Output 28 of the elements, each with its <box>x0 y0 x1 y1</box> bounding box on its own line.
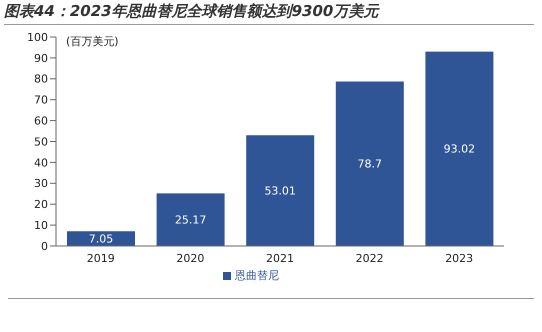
bar <box>425 52 494 246</box>
data-label: 53.01 <box>264 184 296 198</box>
chart-title: 图表44：2023年恩曲替尼全球销售额达到9300万美元 <box>4 2 534 25</box>
y-tick-label: 40 <box>34 156 48 170</box>
x-tick-label: 2022 <box>356 252 384 265</box>
bar <box>246 135 314 246</box>
x-tick-label: 2019 <box>86 252 115 265</box>
x-tick-label: 2020 <box>176 252 204 265</box>
y-tick-label: 20 <box>34 198 48 212</box>
data-label: 93.02 <box>444 142 476 156</box>
y-tick-label: 60 <box>34 114 48 128</box>
y-axis-title: (百万美元) <box>66 34 119 49</box>
y-tick-label: 80 <box>34 72 48 86</box>
y-tick-label: 70 <box>34 94 48 107</box>
data-label: 25.17 <box>174 214 206 227</box>
y-tick-label: 0 <box>41 240 48 253</box>
y-tick-label: 30 <box>34 177 48 190</box>
x-tick-label: 2021 <box>266 252 294 265</box>
x-tick-label: 2023 <box>445 252 474 265</box>
bar <box>156 193 225 246</box>
y-tick-label: 100 <box>27 30 48 44</box>
y-tick-label: 50 <box>34 135 48 148</box>
bar <box>336 82 404 246</box>
legend-label: 恩曲替尼 <box>235 269 279 282</box>
y-tick-label: 10 <box>34 219 48 232</box>
data-label: 78.7 <box>358 158 382 171</box>
y-tick-label: 90 <box>34 52 48 65</box>
data-label: 7.05 <box>88 232 114 246</box>
